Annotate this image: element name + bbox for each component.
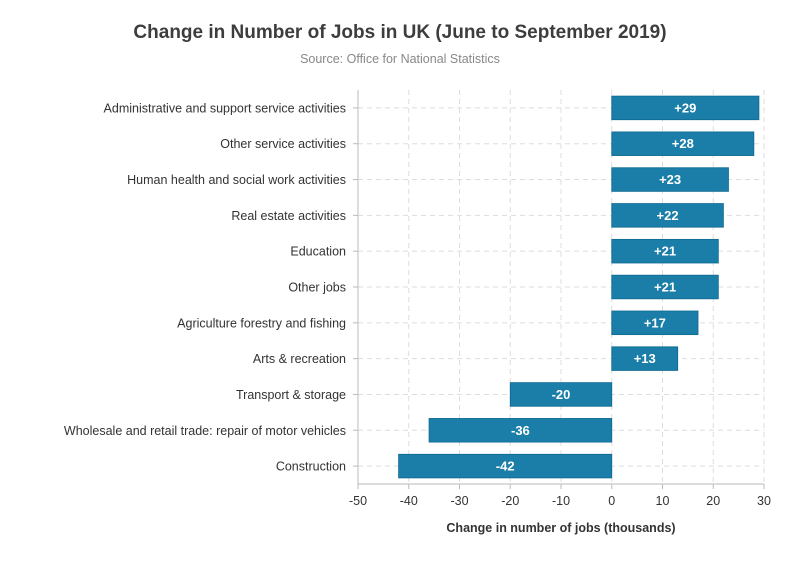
bar-value-label: +21 <box>654 244 676 259</box>
bar[interactable] <box>398 453 613 479</box>
bar-value-label: +29 <box>674 100 696 115</box>
bar[interactable] <box>611 274 719 300</box>
bar-value-label: +22 <box>657 208 679 223</box>
chart-title: Change in Number of Jobs in UK (June to … <box>133 22 667 43</box>
x-tick-label: -10 <box>552 494 570 508</box>
bar[interactable] <box>611 203 724 228</box>
bar-value-label: -42 <box>496 459 515 474</box>
x-tick-label: -20 <box>501 494 519 508</box>
bar-value-label: +13 <box>634 351 656 366</box>
category-label: Wholesale and retail trade: repair of mo… <box>64 424 346 438</box>
category-label: Administrative and support service activ… <box>104 101 346 115</box>
x-tick-label: 0 <box>608 494 615 508</box>
category-label: Construction <box>276 460 346 474</box>
labels: -50 -40 -30 -20 -10 0 10 20 30 Administrative and… <box>64 100 771 508</box>
bar[interactable] <box>611 131 755 156</box>
category-label: Other jobs <box>288 281 346 295</box>
axes <box>353 90 765 489</box>
category-label: Human health and social work activities <box>127 173 346 187</box>
category-label: Real estate activities <box>231 209 346 223</box>
x-tick-label: -50 <box>349 494 367 508</box>
bar-value-label: +23 <box>659 172 681 187</box>
bars <box>398 95 760 479</box>
bar[interactable] <box>428 418 613 443</box>
x-tick-label: 30 <box>757 494 771 508</box>
x-tick-label: -40 <box>400 494 418 508</box>
bar[interactable] <box>611 310 699 336</box>
bar-value-label: -36 <box>511 423 530 438</box>
bar[interactable] <box>509 382 613 407</box>
bar[interactable] <box>611 95 760 121</box>
chart-subtitle: Source: Office for National Statistics <box>300 52 500 66</box>
bar-value-label: -20 <box>552 387 571 402</box>
x-tick-label: 10 <box>656 494 670 508</box>
category-label: Agriculture forestry and fishing <box>177 316 346 330</box>
bar[interactable] <box>611 346 679 371</box>
category-label: Other service activities <box>220 137 346 151</box>
x-tick-label: -30 <box>450 494 468 508</box>
bar-value-label: +28 <box>672 136 694 151</box>
x-tick-label: 20 <box>706 494 720 508</box>
bar-value-label: +21 <box>654 280 676 295</box>
x-axis-title: Change in number of jobs (thousands) <box>446 521 675 535</box>
category-label: Education <box>290 245 346 259</box>
bar-value-label: +17 <box>644 315 666 330</box>
bar[interactable] <box>611 167 729 192</box>
bar[interactable] <box>611 238 719 264</box>
category-label: Transport & storage <box>236 388 346 402</box>
category-label: Arts & recreation <box>253 352 346 366</box>
